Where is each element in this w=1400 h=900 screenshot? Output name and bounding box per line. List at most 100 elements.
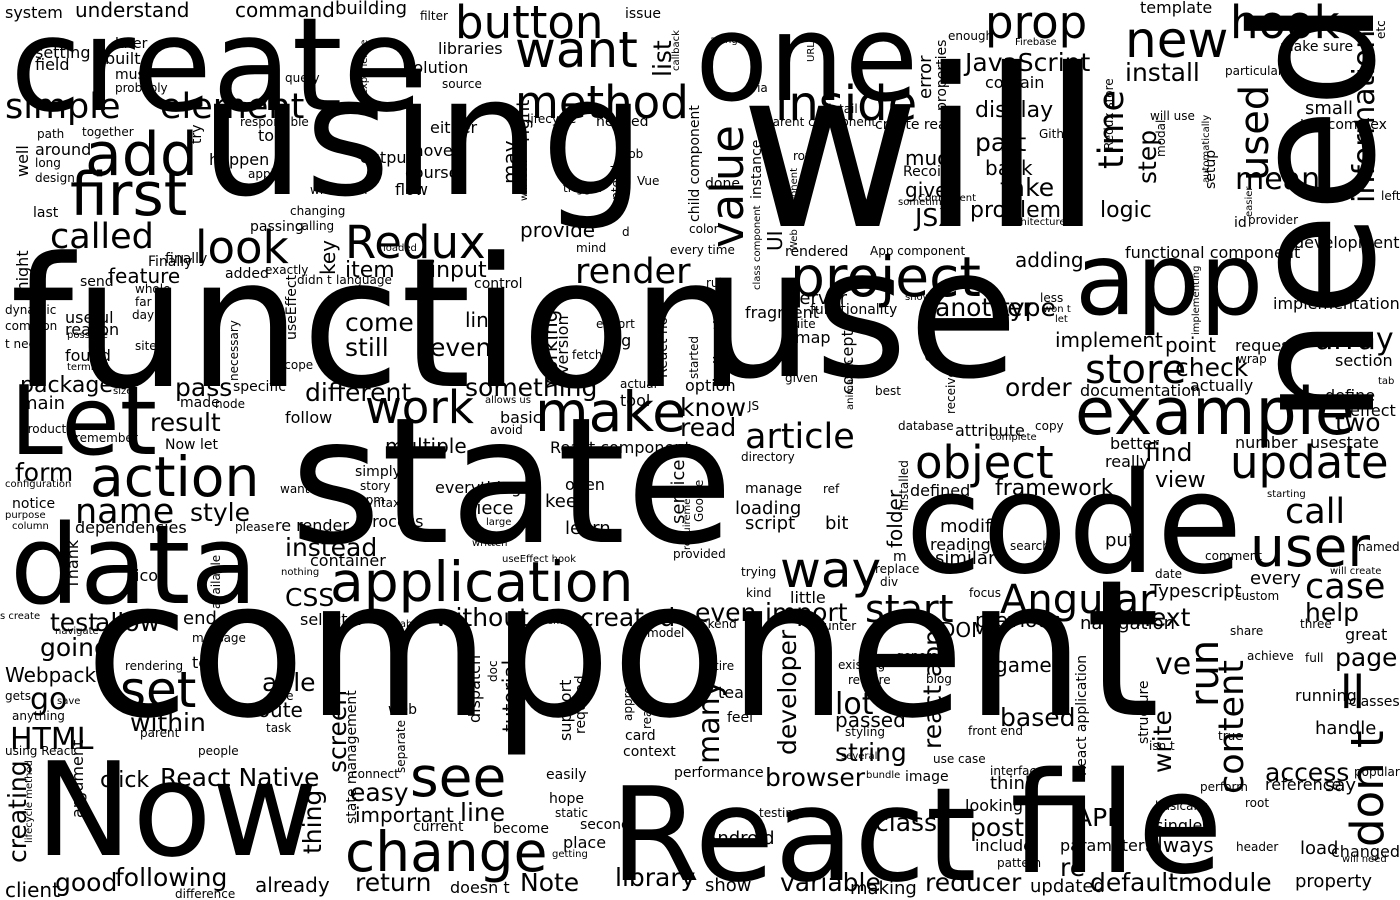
word-entire: entire	[699, 659, 735, 673]
word-set: set	[120, 661, 197, 719]
word-let: Let	[10, 367, 157, 477]
word-changed: changed	[1331, 842, 1400, 861]
word-provide: provide	[520, 218, 596, 242]
word-app: app	[1075, 221, 1264, 338]
word-notice: notice	[12, 496, 56, 512]
word-updated: updated	[1030, 876, 1105, 897]
word-loading: loading	[735, 498, 802, 519]
word-best: best	[875, 384, 901, 398]
word-babel: Babel	[393, 619, 422, 630]
word-understand: understand	[75, 0, 190, 22]
word-contain: contain	[985, 73, 1045, 92]
word-ll: ll	[1340, 666, 1366, 719]
word-based: based	[1000, 703, 1076, 732]
word-requirement: requirement	[682, 488, 693, 550]
word-ui: UI	[763, 230, 787, 251]
word-parameter: parameter	[1060, 836, 1145, 855]
word-whole: whole	[135, 282, 171, 296]
word-working: working	[538, 309, 562, 389]
word-available: available	[209, 554, 223, 609]
word-feature: feature	[108, 264, 181, 288]
word-performance: performance	[674, 765, 764, 781]
word-react-native: React Native	[160, 763, 320, 792]
word-lifecycle-method: lifecycle method	[24, 760, 35, 843]
word-vue: Vue	[637, 174, 660, 188]
word-mean: mean	[1235, 162, 1321, 197]
word-loaded: loaded	[383, 243, 417, 254]
word-button: button	[455, 0, 604, 49]
word-form: form	[15, 458, 74, 487]
word-path: path	[37, 127, 65, 141]
word-must: must	[115, 67, 151, 83]
word-going: going	[40, 633, 110, 662]
word-require: require	[848, 673, 891, 687]
word-large: large	[486, 517, 512, 528]
word-whenever: whenever	[310, 183, 370, 197]
word-simple: simple	[5, 87, 121, 127]
word-existing: existing	[838, 658, 886, 672]
word-several: several	[841, 751, 878, 762]
word-difference: difference	[175, 887, 236, 900]
word-common: common	[5, 319, 58, 333]
word-project: project	[790, 245, 981, 309]
word-wanted: wanted	[280, 482, 325, 496]
word-make-sure: make sure	[1280, 39, 1354, 55]
word-happen: happen	[209, 150, 270, 169]
word-together: together	[82, 125, 134, 139]
word-u: u	[923, 338, 939, 367]
word-developer: developer	[773, 629, 802, 755]
word-reference: reference	[1265, 775, 1342, 794]
word-redux: Redux	[345, 216, 486, 269]
word-go: go	[30, 682, 68, 717]
word-less: less	[1040, 291, 1064, 305]
word-building: building	[335, 0, 408, 19]
word-syntax: syntax	[360, 496, 401, 510]
word-web: web	[388, 702, 417, 718]
word-result: result	[150, 408, 221, 437]
word-achieve: achieve	[1247, 649, 1294, 663]
word-flow: flow	[395, 180, 428, 199]
word-see: see	[410, 745, 507, 809]
word-bit: bit	[825, 513, 849, 534]
word-navigation: navigation	[1080, 613, 1176, 634]
word-prop: prop	[985, 0, 1088, 49]
word-useeffect: useEffect	[284, 274, 300, 340]
word-user: user	[1250, 515, 1370, 579]
word-counter: counter	[810, 619, 857, 633]
word-instead: instead	[285, 533, 378, 562]
word-library: library	[615, 863, 696, 892]
word-piece: piece	[465, 498, 514, 519]
word-story: story	[360, 479, 391, 493]
word-d: d	[622, 225, 630, 239]
word-implement: implement	[1055, 328, 1163, 352]
word-template: template	[1140, 0, 1213, 17]
word-last: last	[33, 205, 59, 221]
word-search: search	[1010, 539, 1050, 553]
word-remove: remove	[543, 616, 581, 627]
word-might: might	[13, 250, 32, 297]
word-idea: idea	[487, 447, 509, 458]
word-modal: modal	[1154, 119, 1168, 157]
word-place: place	[563, 833, 607, 852]
word-required: required	[573, 675, 589, 734]
word-far: far	[135, 295, 152, 309]
word-ready: ready	[640, 694, 654, 729]
word-without: without	[435, 603, 529, 632]
word-rendering: rendering	[125, 659, 184, 673]
word-doesn-t: doesn t	[450, 878, 510, 897]
word-try: try	[189, 124, 205, 144]
word-api: API	[1075, 803, 1115, 832]
word-style: style	[190, 498, 250, 527]
word-simply: simply	[355, 464, 401, 480]
word-will-create: will create	[1330, 566, 1382, 577]
word-recoil: Recoil	[903, 164, 945, 180]
word-specific: specific	[233, 379, 286, 395]
word-line: line	[460, 798, 506, 827]
word-create: create	[10, 0, 423, 141]
word-object: object	[915, 436, 1054, 489]
word-show: show	[705, 875, 752, 896]
word-provided: provided	[673, 547, 726, 561]
word-input: input	[430, 258, 487, 283]
word-system: system	[5, 3, 63, 22]
word-error: error	[915, 55, 936, 99]
